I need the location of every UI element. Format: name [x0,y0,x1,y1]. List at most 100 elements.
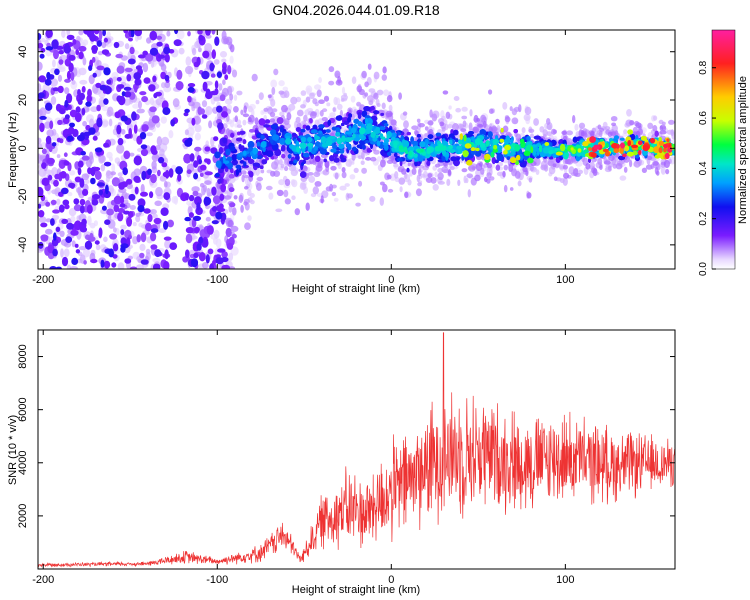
spectrogram-cell [94,240,100,245]
spectrogram-cell [101,205,107,211]
spectrogram-cell [204,146,211,152]
spectrogram-cell [454,138,459,143]
spectrogram-cell [524,106,532,115]
spectrogram-cell [55,226,61,232]
spectrogram-cell [148,84,156,92]
spectrogram-cell [288,103,296,111]
spectrogram-cell [449,133,455,139]
spectrogram-cell [205,88,211,99]
spectrogram-cell [268,192,274,200]
spectrogram-cell [124,67,133,73]
spectrogram-cell [79,198,86,206]
spectrogram-cell [238,194,244,203]
spectrogram-cell [124,133,132,139]
spectrogram-cell [73,198,80,205]
spectrogram-cell [329,112,336,117]
spectrogram-cell [221,58,227,63]
spectrogram-cell [296,109,304,117]
spectrogram-cell [276,189,284,197]
spectrogram-cell [140,232,147,243]
spectrogram-cell [660,166,666,175]
spectrogram-cell [120,245,126,253]
spectrogram-cell [296,140,299,147]
spectrogram-cell [177,173,182,182]
spectrogram-cell [88,151,94,161]
spectrogram-cell [201,70,210,80]
spectrogram-cell [597,158,603,165]
spectrogram-cell [411,167,417,175]
spectrogram-cell [96,65,105,71]
spectrogram-cell [203,196,212,206]
spectrogram-cell [471,166,476,171]
spectrogram-cell [231,137,237,144]
spectrogram-cell [461,168,468,173]
spectrogram-cell [406,167,410,173]
spectrogram-cell [473,114,479,123]
spectrogram-cell [207,248,214,255]
spectrogram-cell [532,151,537,156]
spectrogram-cell [198,252,206,262]
spectrogram-cell [663,159,671,169]
spectrogram-cell [103,142,110,148]
spectrogram-cell [293,159,298,164]
spectrogram-cell [211,206,218,212]
spectrogram-cell [194,146,202,152]
spectrogram-cell [224,195,232,200]
spectrogram-cell [176,69,183,80]
spectrogram-cell [403,120,409,129]
spectrogram-cell [376,89,384,96]
spectrogram-cell [42,84,50,92]
spectrogram-cell [427,141,435,145]
spectrogram-cell [426,160,431,166]
spectrogram-cell [578,169,583,174]
spectrogram-cell [269,118,276,123]
spectrogram-cell [98,227,103,238]
spectrogram-cell [390,119,397,126]
spectrogram-cell [38,109,41,114]
spectrogram-cell [149,47,159,56]
spectrogram-cell [247,116,252,123]
spectrogram-cell [100,164,106,172]
spectrogram-cell [178,47,185,55]
spectrogram-cell [77,160,84,168]
spectrogram-cell [185,227,194,234]
spectrogram-cell [38,83,42,92]
spectrogram-cell [333,96,338,106]
spectrogram-cell [149,106,157,113]
spectrogram-cell [127,58,136,65]
spectrogram-cell [132,132,138,142]
spectrogram-cell [201,185,206,196]
spectrogram-cell [317,162,322,169]
spectrogram-cell [411,125,419,130]
spectrogram-cell [551,128,557,135]
spectrogram-cell [150,232,157,242]
spectrogram-cell [117,172,123,177]
spectrogram-cell [376,140,381,147]
spectrogram-cell [357,111,362,120]
spectrogram-cell [502,159,509,164]
spectrogram-cell [60,248,64,258]
spectrogram-cell [77,186,82,196]
spectrogram-cell [256,141,260,147]
spectrogram-cell [449,139,453,145]
spectrogram-cell [404,191,409,199]
spectrogram-cell [447,124,453,129]
spectrogram-cell [435,163,441,168]
spectrogram-cell [258,118,266,126]
spectrogram-cell [188,212,194,218]
spectrogram-cell [475,163,483,171]
spectrogram-cell [272,134,280,141]
spectrogram-cell [523,113,531,121]
spectrogram-cell [173,39,182,47]
spectrogram-cell [484,176,488,183]
spectrogram-cell [196,56,201,66]
spectrogram-cell [123,30,129,34]
spectrogram-cell [335,79,343,86]
spectrogram-cell [196,202,201,211]
spectrogram-cell [211,30,216,35]
spectrogram-cell [381,102,386,110]
spectrogram-cell [50,218,55,226]
spectrogram-cell [120,129,126,135]
spectrogram-cell [468,131,474,135]
